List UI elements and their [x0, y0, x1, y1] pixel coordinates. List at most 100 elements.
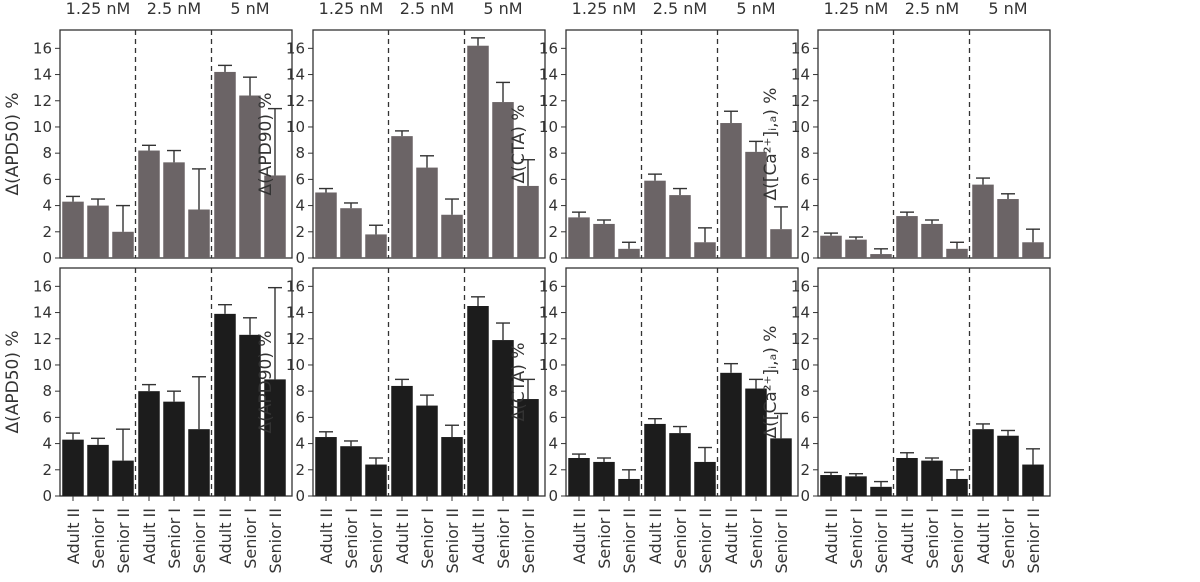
y-tick-label: 14 [33, 304, 52, 322]
group-label: 5 nM [736, 0, 775, 18]
x-tick-label: Senior I [494, 508, 513, 569]
bar [694, 242, 716, 258]
x-tick-label: Senior I [671, 508, 690, 569]
x-tick-label: Adult II [64, 508, 83, 564]
y-tick-label: 16 [33, 39, 52, 57]
x-tick-label: Senior I [999, 508, 1018, 569]
x-tick-label: Adult II [216, 508, 235, 564]
y-axis-label: Δ([Ca²⁺]ᵢ,ₐ) % [761, 88, 781, 201]
y-tick-label: 4 [295, 435, 305, 453]
y-tick-label: 6 [42, 408, 52, 426]
y-tick-label: 10 [539, 118, 558, 136]
y-tick-label: 12 [33, 92, 52, 110]
x-tick-label: Senior II [266, 508, 285, 573]
y-tick-label: 14 [791, 66, 810, 84]
x-tick-label: Adult II [317, 508, 336, 564]
y-tick-label: 4 [295, 197, 305, 215]
x-tick-label: Senior I [595, 508, 614, 569]
x-tick-label: Adult II [393, 508, 412, 564]
x-tick-label: Senior I [165, 508, 184, 569]
group-label: 2.5 nM [653, 0, 707, 18]
bar [163, 162, 185, 258]
group-label: 1.25 nM [572, 0, 637, 18]
panel-top-Ca: 0 2 4 6 8 10 12 14 16 Δ([Ca²⁺]ᵢ,ₐ) % 1.25 nM 2.5 nM… [761, 0, 1051, 267]
bar [644, 423, 666, 496]
bar [820, 475, 842, 496]
x-tick-label: Senior I [747, 508, 766, 569]
y-tick-label: 16 [33, 277, 52, 295]
panel-bottom-CTA: 0 2 4 6 8 10 12 14 16 Δ(CTA) % Adult II Senior I Sen… [509, 267, 799, 573]
x-tick-label: Senior II [696, 508, 715, 573]
y-tick-label: 8 [548, 382, 558, 400]
bar [492, 102, 514, 258]
bar [340, 446, 362, 496]
y-axis-label: Δ(APD50) % [3, 92, 23, 195]
bar [618, 248, 640, 258]
x-tick-label: Senior I [241, 508, 260, 569]
y-axis-label: Δ(CTA) % [509, 104, 529, 183]
bar [745, 388, 767, 496]
y-tick-label: 16 [286, 277, 305, 295]
bar [517, 399, 539, 496]
y-tick-label: 6 [548, 170, 558, 188]
panel-bottom-APD50: 0 2 4 6 8 10 12 14 16 Δ(APD50) % Adult II Senior I S… [3, 267, 293, 573]
panel-top-APD90: 0 2 4 6 8 10 12 14 16 Δ(APD90) % 1.25 nM 2.5 nM 5 nM [256, 0, 546, 267]
bar [669, 433, 691, 496]
y-tick-label: 14 [791, 304, 810, 322]
y-tick-label: 14 [539, 66, 558, 84]
y-tick-label: 12 [286, 92, 305, 110]
bar [694, 461, 716, 496]
y-tick-label: 4 [42, 435, 52, 453]
bar [921, 460, 943, 496]
y-tick-label: 6 [548, 408, 558, 426]
bar [188, 209, 210, 258]
y-tick-label: 14 [286, 66, 305, 84]
bar [315, 437, 337, 496]
group-label: 5 nM [230, 0, 269, 18]
y-tick-label: 2 [42, 223, 52, 241]
x-tick-label: Senior I [342, 508, 361, 569]
y-axis-label: Δ(CTA) % [509, 342, 529, 421]
bar [365, 234, 387, 258]
y-tick-label: 16 [791, 39, 810, 57]
bar [1022, 464, 1044, 496]
y-tick-label: 0 [42, 249, 52, 267]
bar [845, 476, 867, 496]
y-tick-label: 12 [791, 330, 810, 348]
y-tick-label: 0 [800, 487, 810, 505]
y-tick-label: 12 [791, 92, 810, 110]
bar [972, 184, 994, 258]
bar [618, 478, 640, 496]
y-tick-label: 12 [33, 330, 52, 348]
bar [870, 486, 892, 496]
bar [239, 95, 261, 258]
bar [644, 180, 666, 258]
y-tick-label: 8 [800, 144, 810, 162]
y-axis-label: Δ([Ca²⁺]ᵢ,ₐ) % [761, 326, 781, 439]
x-tick-label: Senior II [443, 508, 462, 573]
bar [365, 464, 387, 496]
y-tick-label: 0 [42, 487, 52, 505]
y-tick-label: 0 [295, 487, 305, 505]
x-tick-label: Adult II [822, 508, 841, 564]
bar [997, 199, 1019, 258]
bar [87, 444, 109, 496]
bar [593, 223, 615, 258]
y-tick-label: 0 [548, 487, 558, 505]
y-tick-label: 10 [791, 356, 810, 374]
y-tick-label: 2 [800, 223, 810, 241]
group-label: 1.25 nM [824, 0, 889, 18]
bar [163, 401, 185, 496]
y-tick-label: 2 [42, 461, 52, 479]
x-tick-label: Adult II [646, 508, 665, 564]
bar [416, 167, 438, 258]
x-tick-label: Senior II [190, 508, 209, 573]
group-label: 2.5 nM [905, 0, 959, 18]
bar [416, 405, 438, 496]
bar [921, 223, 943, 258]
bar [593, 461, 615, 496]
bar [441, 437, 463, 496]
panel-top-APD50: 0 2 4 6 8 10 12 14 16 Δ(APD50) % 1.25 nM 2.5 nM 5 nM [3, 0, 293, 267]
bar [568, 458, 590, 496]
